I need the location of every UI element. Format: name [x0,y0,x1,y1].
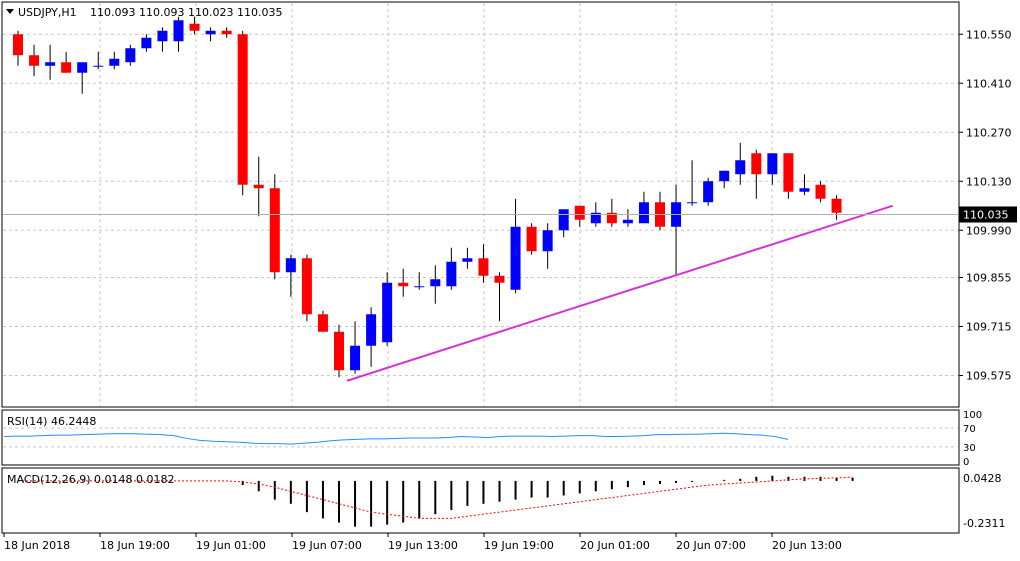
price-tick-label: 109.575 [966,370,1012,383]
bull-candle-body [366,314,377,346]
time-tick-label: 18 Jun 2018 [4,539,70,552]
bull-candle-body [735,160,746,175]
bear-candle-body [317,314,328,332]
rsi-level-label: 30 [963,443,976,454]
bear-candle-body [494,275,505,283]
bull-candle-body [590,212,601,224]
bull-candle-body [173,20,184,42]
rsi-level-label: 70 [963,424,976,435]
bull-candle-body [109,58,120,66]
price-tick-label: 109.990 [966,224,1012,237]
bear-candle-body [61,62,72,73]
trendline [346,204,894,382]
bull-candle-body [703,181,714,203]
main-panel-frame [1,1,960,408]
time-tick-label: 19 Jun 07:00 [292,539,362,552]
bull-candle-body [414,286,425,288]
time-tick-label: 18 Jun 19:00 [100,539,170,552]
rsi-indicator: 100 70 30 0 [3,410,982,468]
rsi-level-label: 100 [963,410,982,421]
bear-candle-body [751,153,762,175]
bull-candle-body [141,37,152,49]
time-tick-label: 20 Jun 13:00 [772,539,842,552]
current-price-label: 110.035 [963,209,1009,222]
bear-candle-body [815,184,826,199]
bull-candle-body [719,170,730,182]
bear-candle-body [237,34,248,185]
time-tick-label: 20 Jun 07:00 [676,539,746,552]
trendline-layer [346,204,894,382]
bear-candle-body [398,282,409,287]
bull-candle-body [205,30,216,35]
bear-candle-body [189,23,200,31]
ohlc-readout: 110.093 110.093 110.023 110.035 [90,6,282,19]
bull-candle-body [687,202,698,204]
bull-candle-body [125,48,136,63]
bear-candle-body [269,188,280,273]
symbol-label: USDJPY,H1 [18,6,77,19]
time-tick-label: 19 Jun 13:00 [388,539,458,552]
bear-candle-body [574,205,585,220]
bull-candle-body [285,258,296,273]
macd-axis-label: -0.2311 [963,517,1005,530]
current-price-tag [959,206,1017,223]
bear-candle-body [783,153,794,192]
macd-indicator: 0.0428 -0.2311 [18,472,1005,530]
rsi-level-label: 0 [963,457,969,468]
price-tick-label: 110.410 [966,77,1012,90]
candles [13,16,842,378]
bull-candle-body [77,62,88,73]
bear-candle-body [334,331,344,371]
macd-panel-frame [1,467,960,534]
macd-signal-line [18,476,853,519]
grid-lines [3,3,958,406]
time-tick-label: 19 Jun 01:00 [196,539,266,552]
bull-candle-body [45,62,56,66]
time-tick-label: 20 Jun 01:00 [580,539,650,552]
price-tick-label: 110.130 [966,175,1012,188]
bull-candle-body [350,345,361,371]
bull-candle-body [799,188,810,192]
bear-candle-body [29,55,40,66]
bull-candle-body [622,219,633,224]
bull-candle-body [542,230,553,252]
macd-axis-label: 0.0428 [963,472,1002,485]
bull-candle-body [462,258,473,262]
price-axis: 110.550 110.410 110.270 110.130 109.990 109.8… [3,28,1017,383]
bear-candle-body [606,212,617,224]
price-tick-label: 110.270 [966,126,1012,139]
bull-candle-body [430,279,441,287]
bull-candle-body [446,261,457,287]
bull-candle-body [382,282,393,343]
bear-candle-body [253,184,264,189]
symbol-dropdown-icon[interactable] [6,9,14,14]
time-axis: 18 Jun 2018 18 Jun 19:00 19 Jun 01:00 19 Ju… [3,533,842,552]
price-tick-label: 109.715 [966,321,1012,334]
bear-candle-body [831,198,842,213]
price-tick-label: 109.855 [966,272,1012,285]
rsi-line [3,432,789,445]
bear-candle-body [478,258,489,276]
bear-candle-body [301,258,312,315]
rsi-label: RSI(14) 46.2448 [7,415,96,428]
bull-candle-body [767,153,778,175]
bull-candle-body [558,209,569,231]
bear-candle-body [13,34,23,56]
bull-candle-body [510,226,521,290]
macd-label: MACD(12,26,9) 0.0148 0.0182 [7,473,175,486]
bear-candle-body [221,30,232,35]
bull-candle-body [93,65,104,67]
bull-candle-body [157,30,168,42]
time-tick-label: 19 Jun 19:00 [484,539,554,552]
price-tick-label: 110.550 [966,28,1012,41]
bear-candle-body [526,226,537,252]
bull-candle-body [638,202,649,224]
